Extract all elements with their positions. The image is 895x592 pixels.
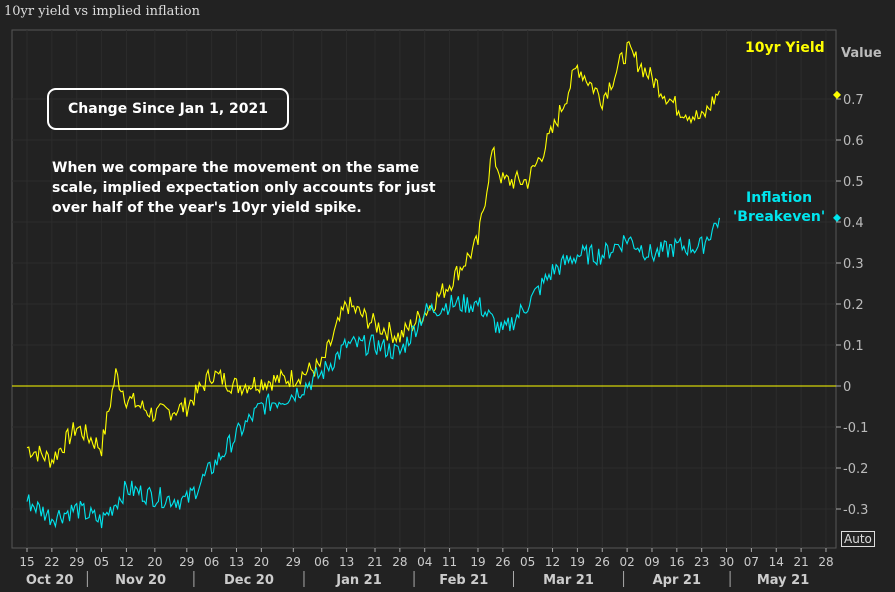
last-value-marker (833, 213, 841, 222)
x-tick-label: 07 (744, 555, 759, 569)
x-tick-label: 09 (644, 555, 659, 569)
x-tick-label: 04 (417, 555, 432, 569)
y-tick-label: -0.1 (843, 421, 868, 436)
x-month-label: Oct 20 (26, 573, 74, 588)
x-month-label: Jan 21 (335, 573, 381, 588)
y-tick-label: 0.3 (843, 257, 864, 272)
x-tick-label: 11 (442, 555, 457, 569)
x-tick-label: 21 (793, 555, 808, 569)
y-tick-label: 0.6 (843, 134, 864, 149)
x-tick-label: 19 (570, 555, 585, 569)
y-tick-label: 0.2 (843, 298, 864, 313)
x-tick-label: 19 (470, 555, 485, 569)
x-month-label: Apr 21 (653, 573, 701, 588)
y-tick-label: 0.4 (843, 216, 864, 231)
y-tick-label: 0.7 (843, 93, 864, 108)
breakeven-label-line2: 'Breakeven' (733, 209, 826, 225)
x-month-label: Feb 21 (439, 573, 488, 588)
x-tick-label: 30 (719, 555, 734, 569)
x-month-label: Dec 20 (224, 573, 274, 588)
series-label-yield: 10yr Yield (745, 40, 825, 56)
y-tick-label: 0.5 (843, 175, 864, 190)
series-line-yield (26, 40, 720, 468)
x-tick-label: 15 (19, 555, 34, 569)
x-tick-label: 13 (339, 555, 354, 569)
y-axis-title: Value (841, 46, 882, 61)
x-tick-label: 20 (147, 555, 162, 569)
x-tick-label: 23 (694, 555, 709, 569)
plot-area (11, 29, 837, 549)
x-tick-label: 21 (367, 555, 382, 569)
x-tick-label: 14 (769, 555, 784, 569)
y-tick-label: -0.3 (843, 503, 868, 518)
x-tick-label: 28 (392, 555, 407, 569)
x-tick-label: 26 (595, 555, 610, 569)
x-tick-label: 29 (179, 555, 194, 569)
annotation-box: Change Since Jan 1, 2021 (47, 88, 289, 130)
x-month-label: May 21 (757, 573, 809, 588)
x-tick-label: 06 (314, 555, 329, 569)
x-month-label: Nov 20 (115, 573, 166, 588)
x-tick-label: 12 (119, 555, 134, 569)
annotation-note: When we compare the movement on the same… (52, 160, 436, 216)
series-label-breakeven: Inflation 'Breakeven' (733, 189, 825, 227)
x-tick-label: 02 (619, 555, 634, 569)
x-month-label: Mar 21 (543, 573, 594, 588)
x-tick-label: 05 (94, 555, 109, 569)
y-tick-label: 0.1 (843, 339, 864, 354)
x-tick-label: 06 (204, 555, 219, 569)
x-tick-label: 26 (495, 555, 510, 569)
x-tick-label: 29 (286, 555, 301, 569)
x-tick-label: 28 (818, 555, 833, 569)
x-tick-label: 05 (520, 555, 535, 569)
series-line-breakeven (26, 217, 720, 529)
auto-scale-button[interactable]: Auto (841, 531, 875, 547)
chart-title: 10yr yield vs implied inflation (4, 4, 200, 19)
x-tick-label: 29 (69, 555, 84, 569)
y-tick-label: 0 (843, 380, 851, 395)
x-tick-label: 12 (545, 555, 560, 569)
x-tick-label: 20 (254, 555, 269, 569)
x-tick-label: 22 (44, 555, 59, 569)
y-tick-label: -0.2 (843, 462, 868, 477)
breakeven-label-line1: Inflation (746, 190, 813, 206)
last-value-marker (833, 90, 841, 99)
x-tick-label: 13 (229, 555, 244, 569)
x-tick-label: 16 (669, 555, 684, 569)
